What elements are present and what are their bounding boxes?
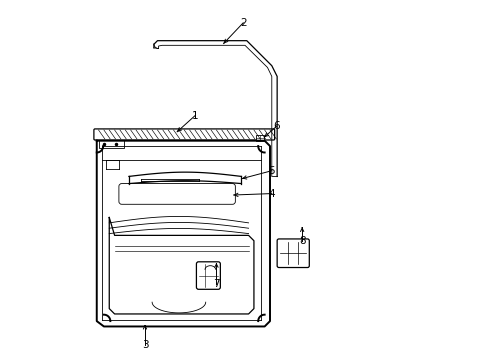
Text: 6: 6	[273, 121, 280, 131]
FancyBboxPatch shape	[277, 239, 309, 267]
Text: 2: 2	[240, 18, 246, 28]
Text: 1: 1	[192, 111, 198, 121]
FancyBboxPatch shape	[94, 129, 275, 140]
Bar	[256, 135, 264, 141]
FancyBboxPatch shape	[119, 184, 235, 204]
Bar	[98, 140, 123, 148]
Text: 4: 4	[269, 189, 275, 199]
Text: 8: 8	[299, 236, 305, 246]
Text: 5: 5	[269, 166, 275, 176]
Text: 3: 3	[142, 340, 148, 350]
Text: 7: 7	[213, 279, 220, 289]
FancyBboxPatch shape	[196, 262, 220, 289]
